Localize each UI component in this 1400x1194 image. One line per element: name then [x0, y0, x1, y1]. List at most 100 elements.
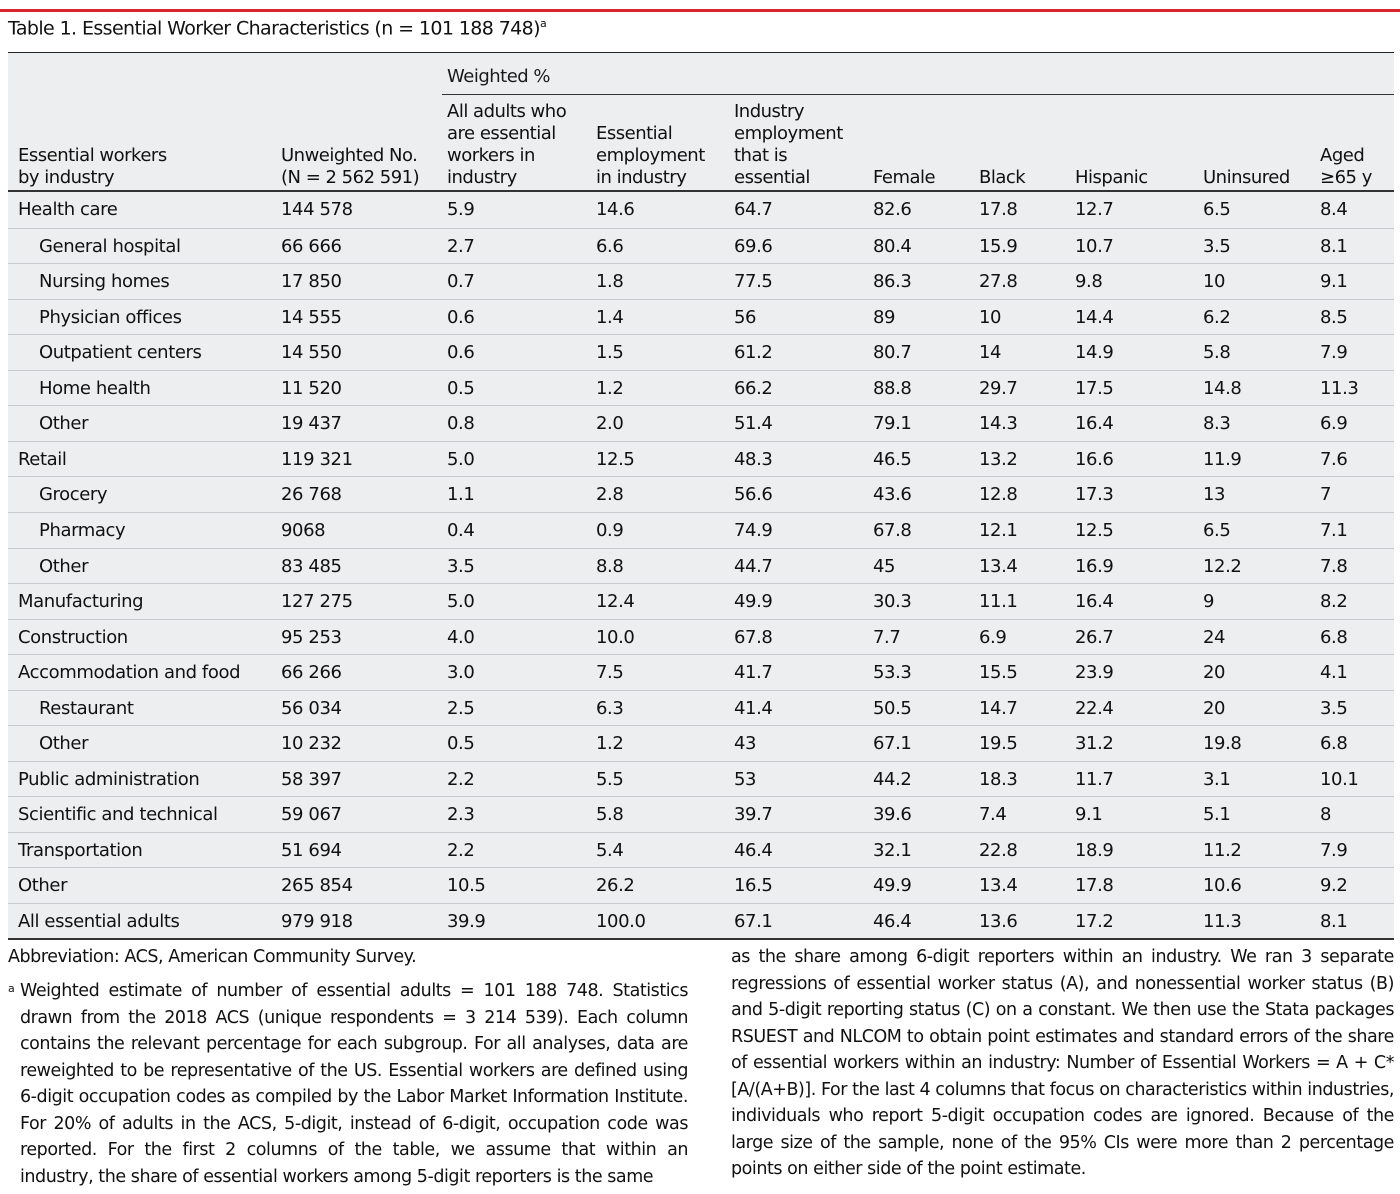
row-label: Other [39, 733, 89, 755]
table-cell: 49.9 [873, 875, 912, 897]
table-cell: 58 397 [281, 768, 342, 790]
table-cell: 12.8 [979, 484, 1018, 506]
table-cell: 31.2 [1075, 733, 1114, 755]
table-cell: 82.6 [873, 199, 912, 220]
table-cell: 67.8 [734, 626, 773, 648]
column-header-industry-employment: Industry employment that is essential [734, 101, 843, 188]
row-label: Other [18, 875, 68, 897]
table-cell: 1.2 [596, 733, 624, 755]
table-cell: 8 [1320, 804, 1332, 826]
row-label: All essential adults [18, 911, 180, 932]
table-cell: 10.6 [1203, 875, 1242, 897]
table-cell: 50.5 [873, 697, 912, 719]
row-label: Public administration [18, 768, 200, 790]
table-cell: 8.3 [1203, 413, 1231, 435]
table-cell: 20 [1203, 662, 1226, 684]
table-row: Physician offices 14 555 0.6 1.4 56 89 10 14.4 6… [8, 298, 1394, 336]
table-row: Pharmacy 9068 0.4 0.9 74.9 67.8 12.1 12.5 6.5 7.1 [8, 511, 1394, 549]
table-cell: 11.9 [1203, 448, 1242, 470]
row-label: Accommodation and food [18, 662, 241, 684]
table-title: Table 1. Essential Worker Characteristic… [8, 17, 547, 40]
table-cell: 12.5 [596, 448, 635, 470]
table-cell: 144 578 [281, 199, 353, 220]
table-row: General hospital 66 666 2.7 6.6 69.6 80.4 15.9… [8, 227, 1394, 265]
table-row: Other 10 232 0.5 1.2 43 67.1 19.5 31.2 19.8 6.8 [8, 725, 1394, 762]
table-cell: 2.2 [447, 839, 475, 861]
table-cell: 10 [1203, 271, 1226, 293]
table-cell: 49.9 [734, 591, 773, 612]
footnote-a-left: a Weighted estimate of number of essentia… [8, 978, 688, 1190]
table-row: Nursing homes 17 850 0.7 1.8 77.5 86.3 27.8 9.8… [8, 263, 1394, 300]
table-cell: 0.5 [447, 377, 475, 399]
row-label: Other [39, 555, 89, 577]
row-label: Other [39, 413, 89, 435]
table-cell: 8.8 [596, 555, 624, 577]
table-cell: 6.9 [1320, 413, 1348, 435]
table-cell: 19 437 [281, 413, 342, 435]
table-cell: 12.4 [596, 591, 635, 612]
column-header-aged: Aged ≥65 y [1320, 145, 1372, 188]
table-cell: 69.6 [734, 235, 773, 257]
table-cell: 18.3 [979, 768, 1018, 790]
table-cell: 9 [1203, 591, 1215, 612]
table-cell: 2.8 [596, 484, 624, 506]
table-row: Public administration 58 397 2.2 5.5 53 44.2 1… [8, 760, 1394, 798]
table-cell: 53 [734, 768, 757, 790]
table-cell: 11.3 [1320, 377, 1359, 399]
table-cell: 89 [873, 306, 896, 328]
table-cell: 4.1 [1320, 662, 1348, 684]
table-cell: 6.5 [1203, 519, 1231, 541]
table-cell: 80.7 [873, 342, 912, 364]
row-label: Retail [18, 448, 67, 470]
table-cell: 8.1 [1320, 911, 1348, 932]
table-cell: 29.7 [979, 377, 1018, 399]
row-label: Nursing homes [39, 271, 170, 293]
table-cell: 46.4 [734, 839, 773, 861]
table-cell: 8.4 [1320, 199, 1348, 220]
table-cell: 979 918 [281, 911, 353, 932]
table-cell: 64.7 [734, 199, 773, 220]
table-cell: 10 [979, 306, 1002, 328]
table-cell: 32.1 [873, 839, 912, 861]
table-cell: 77.5 [734, 271, 773, 293]
table-cell: 14.8 [1203, 377, 1242, 399]
table-cell: 48.3 [734, 448, 773, 470]
table-cell: 13 [1203, 484, 1226, 506]
table-cell: 5.9 [447, 199, 475, 220]
table-cell: 66 266 [281, 662, 342, 684]
row-label: Transportation [18, 839, 143, 861]
table-cell: 7.1 [1320, 519, 1348, 541]
table-cell: 22.4 [1075, 697, 1114, 719]
table-cell: 17.8 [979, 199, 1018, 220]
table-cell: 3.0 [447, 662, 475, 684]
table-cell: 39.6 [873, 804, 912, 826]
table-row: Retail 119 321 5.0 12.5 48.3 46.5 13.2 16.6 11.9… [8, 440, 1394, 478]
table-row: Scientific and technical 59 067 2.3 5.8 39.7… [8, 796, 1394, 833]
title-rule [8, 52, 1394, 53]
table-cell: 15.9 [979, 235, 1018, 257]
table-cell: 10.7 [1075, 235, 1114, 257]
table-cell: 24 [1203, 626, 1226, 648]
table-cell: 2.3 [447, 804, 475, 826]
table-row: Outpatient centers 14 550 0.6 1.5 61.2 80.7 14… [8, 334, 1394, 371]
column-header-industry: Essential workers by industry [18, 145, 167, 188]
table-cell: 8.5 [1320, 306, 1348, 328]
table-cell: 1.4 [596, 306, 624, 328]
row-label: Construction [18, 626, 128, 648]
table-cell: 5.4 [596, 839, 624, 861]
table-cell: 44.7 [734, 555, 773, 577]
table-cell: 46.5 [873, 448, 912, 470]
table-cell: 13.4 [979, 555, 1018, 577]
table-cell: 8.2 [1320, 591, 1348, 612]
table-cell: 7.8 [1320, 555, 1348, 577]
table-cell: 95 253 [281, 626, 342, 648]
column-header-black: Black [979, 167, 1026, 188]
table-cell: 7 [1320, 484, 1332, 506]
table-cell: 7.5 [596, 662, 624, 684]
table-cell: 23.9 [1075, 662, 1114, 684]
table-cell: 3.5 [1203, 235, 1231, 257]
table-cell: 5.0 [447, 591, 475, 612]
table-cell: 51.4 [734, 413, 773, 435]
table-cell: 16.6 [1075, 448, 1114, 470]
table-cell: 5.5 [596, 768, 624, 790]
